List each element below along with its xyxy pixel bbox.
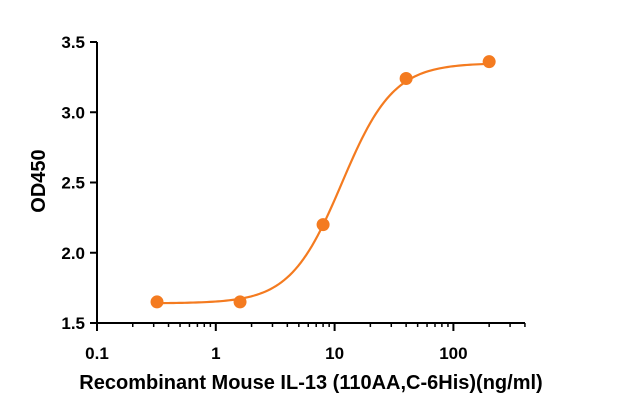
y-tick-label: 1.5: [61, 314, 85, 333]
data-points: [150, 55, 496, 309]
y-axis-title: OD450: [28, 149, 50, 212]
y-tick-label: 2.5: [61, 174, 85, 193]
data-point: [399, 72, 413, 86]
fit-curve: [157, 62, 490, 305]
y-ticks: 1.5 2.0 2.5 3.0 3.5: [61, 33, 97, 333]
y-tick-label: 3.5: [61, 33, 85, 52]
y-axis: 1.5 2.0 2.5 3.0 3.5: [61, 33, 98, 333]
data-point: [150, 295, 164, 309]
x-ticks: 0.1 1 10 100: [85, 323, 526, 363]
data-point: [233, 295, 247, 309]
x-axis-title: Recombinant Mouse IL-13 (110AA,C-6His)(n…: [79, 372, 542, 394]
x-tick-label: 10: [325, 344, 344, 363]
data-point: [316, 218, 330, 232]
x-tick-label: 0.1: [85, 344, 109, 363]
y-tick-label: 3.0: [61, 103, 85, 122]
x-axis: 0.1 1 10 100: [85, 322, 526, 363]
x-tick-label: 1: [211, 344, 220, 363]
x-tick-label: 100: [439, 344, 467, 363]
y-tick-label: 2.0: [61, 244, 85, 263]
data-point: [482, 55, 496, 69]
